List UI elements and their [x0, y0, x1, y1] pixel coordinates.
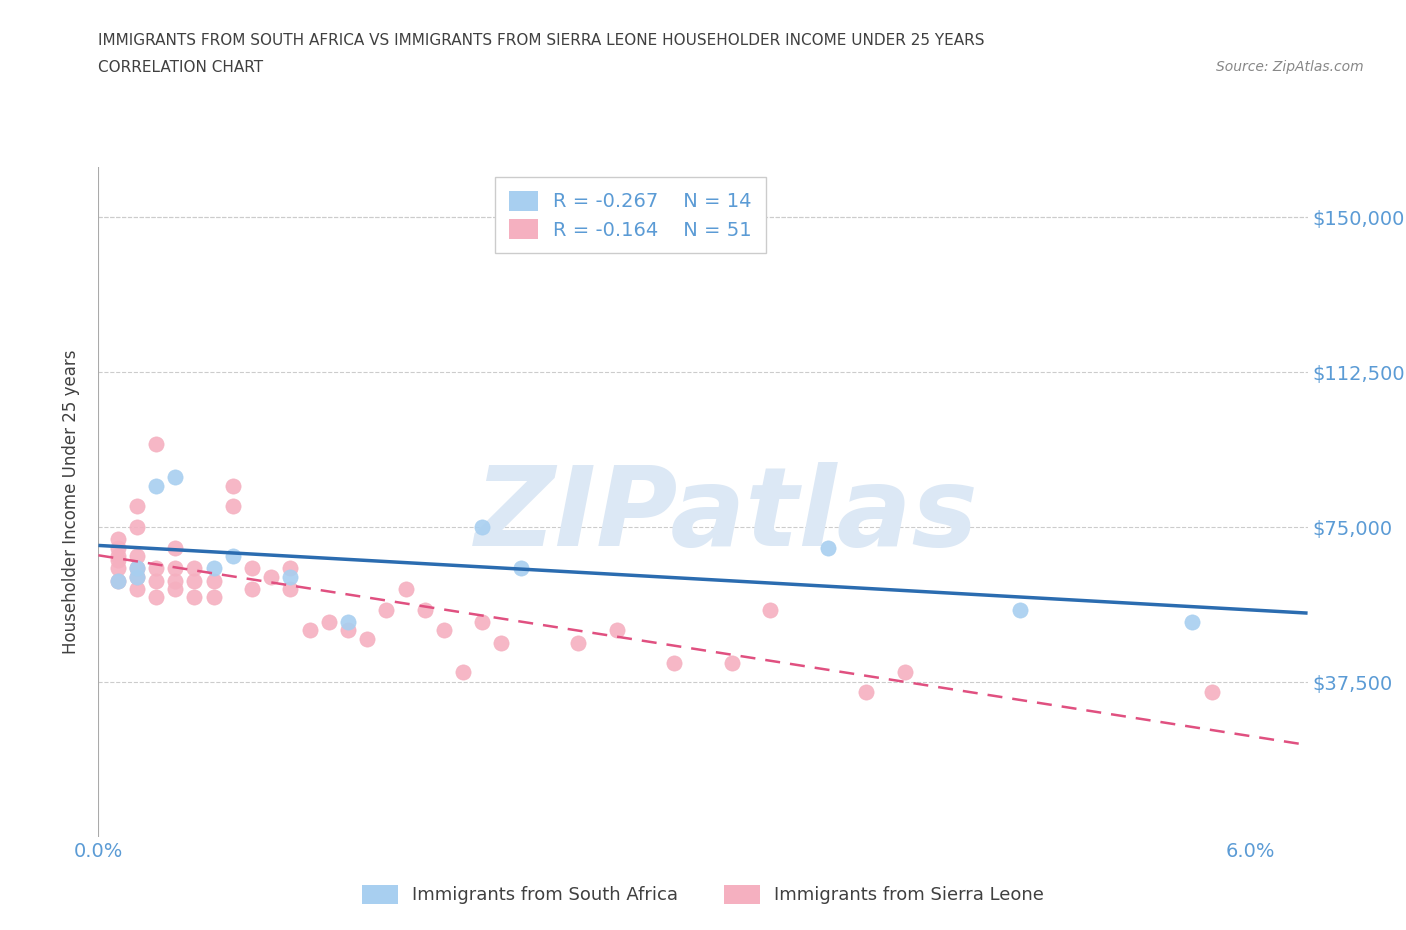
Point	[413, 603, 436, 618]
Point	[145, 561, 167, 576]
Point	[1201, 684, 1223, 699]
Point	[107, 573, 129, 588]
Point	[125, 520, 148, 535]
Point	[893, 664, 915, 679]
Text: Source: ZipAtlas.com: Source: ZipAtlas.com	[1216, 60, 1364, 74]
Legend: R = -0.267    N = 14, R = -0.164    N = 51: R = -0.267 N = 14, R = -0.164 N = 51	[495, 177, 766, 253]
Point	[567, 635, 589, 650]
Point	[318, 615, 340, 630]
Point	[202, 561, 225, 576]
Point	[375, 603, 398, 618]
Text: CORRELATION CHART: CORRELATION CHART	[98, 60, 263, 75]
Point	[664, 656, 686, 671]
Point	[759, 603, 782, 618]
Point	[125, 569, 148, 584]
Point	[165, 573, 187, 588]
Point	[222, 498, 245, 513]
Point	[240, 581, 263, 596]
Point	[817, 540, 839, 555]
Point	[280, 581, 302, 596]
Text: ZIPatlas: ZIPatlas	[475, 462, 979, 569]
Point	[107, 552, 129, 567]
Point	[165, 470, 187, 485]
Point	[183, 561, 205, 576]
Point	[222, 478, 245, 493]
Point	[202, 573, 225, 588]
Point	[606, 623, 628, 638]
Point	[107, 561, 129, 576]
Point	[183, 573, 205, 588]
Point	[1181, 615, 1204, 630]
Point	[471, 615, 494, 630]
Point	[165, 581, 187, 596]
Point	[165, 540, 187, 555]
Point	[260, 569, 283, 584]
Point	[720, 656, 742, 671]
Point	[336, 623, 359, 638]
Point	[336, 615, 359, 630]
Point	[183, 590, 205, 604]
Point	[202, 590, 225, 604]
Point	[222, 549, 245, 564]
Point	[125, 549, 148, 564]
Point	[451, 664, 474, 679]
Point	[107, 540, 129, 555]
Point	[107, 532, 129, 547]
Point	[394, 581, 416, 596]
Point	[125, 498, 148, 513]
Point	[125, 581, 148, 596]
Point	[280, 569, 302, 584]
Point	[107, 549, 129, 564]
Point	[145, 437, 167, 452]
Point	[145, 573, 167, 588]
Point	[491, 635, 513, 650]
Point	[356, 631, 378, 646]
Point	[471, 520, 494, 535]
Point	[240, 561, 263, 576]
Point	[509, 561, 531, 576]
Text: IMMIGRANTS FROM SOUTH AFRICA VS IMMIGRANTS FROM SIERRA LEONE HOUSEHOLDER INCOME : IMMIGRANTS FROM SOUTH AFRICA VS IMMIGRAN…	[98, 33, 986, 47]
Point	[125, 569, 148, 584]
Point	[145, 478, 167, 493]
Point	[280, 561, 302, 576]
Y-axis label: Householder Income Under 25 years: Householder Income Under 25 years	[62, 350, 80, 655]
Point	[165, 561, 187, 576]
Point	[125, 561, 148, 576]
Point	[125, 561, 148, 576]
Point	[298, 623, 321, 638]
Point	[107, 573, 129, 588]
Legend: Immigrants from South Africa, Immigrants from Sierra Leone: Immigrants from South Africa, Immigrants…	[354, 878, 1052, 911]
Point	[433, 623, 456, 638]
Point	[145, 590, 167, 604]
Point	[1008, 603, 1031, 618]
Point	[855, 684, 877, 699]
